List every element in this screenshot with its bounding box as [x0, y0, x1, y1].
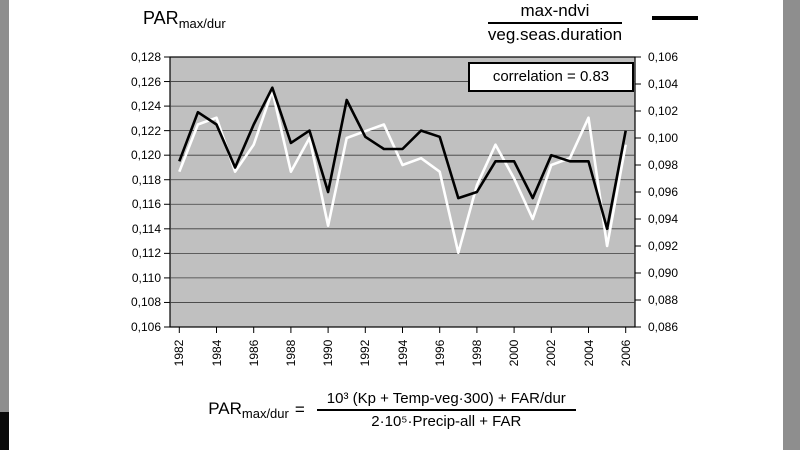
y-axis-label-left: 0,120: [130, 148, 161, 163]
formula-equals: =: [294, 400, 305, 419]
formula-fraction-stack: 10³ (Kp + Temp-veg·300) + FAR/dur 2·10⁵·…: [316, 390, 576, 430]
formula-lhs-subscript: max/dur: [241, 406, 289, 421]
plot-background: [169, 56, 636, 328]
y-axis-label-left: 0,112: [131, 246, 161, 261]
chart-plot-area: [164, 56, 641, 333]
legend-fraction: max-ndvi veg.seas.duration: [455, 1, 655, 45]
y-axis-label-left: 0,124: [130, 99, 161, 114]
y-axis-label-left: 0,122: [130, 123, 161, 138]
formula-numerator: 10³ (Kp + Temp-veg·300) + FAR/dur: [316, 390, 576, 411]
formula: PARmax/dur = 10³ (Kp + Temp-veg·300) + F…: [0, 390, 784, 430]
y-axis-label-left: 0,108: [130, 295, 161, 310]
legend-denominator: veg.seas.duration: [487, 25, 623, 44]
left-bottom-dark-block: [0, 412, 9, 450]
chart-title-main: PAR: [143, 8, 179, 28]
y-axis-label-left: 0,126: [130, 74, 161, 89]
chart-title-subscript: max/dur: [178, 16, 226, 31]
right-gray-band: [783, 0, 800, 450]
y-axis-label-left: 0,116: [131, 197, 161, 212]
series-line-ndvi: [178, 89, 627, 254]
y-axis-label-left: 0,110: [131, 270, 161, 285]
y-axis-label-left: 0,106: [130, 320, 161, 334]
formula-lhs: PARmax/dur: [208, 399, 289, 421]
y-axis-label-left: 0,114: [131, 221, 161, 236]
legend-numerator: max-ndvi: [487, 1, 623, 24]
legend-line-sample-icon: [652, 16, 698, 20]
correlation-annotation: correlation = 0.83: [468, 62, 634, 92]
series-line-par: [178, 86, 627, 231]
chart-title: PARmax/dur: [143, 8, 226, 31]
left-gray-band: [0, 0, 9, 450]
formula-denominator: 2·10⁵·Precip-all + FAR: [371, 413, 522, 430]
legend-fraction-stack: max-ndvi veg.seas.duration: [487, 1, 623, 45]
y-axis-label-left: 0,128: [130, 50, 161, 64]
formula-lhs-main: PAR: [208, 399, 242, 418]
y-axis-label-left: 0,118: [131, 172, 161, 187]
